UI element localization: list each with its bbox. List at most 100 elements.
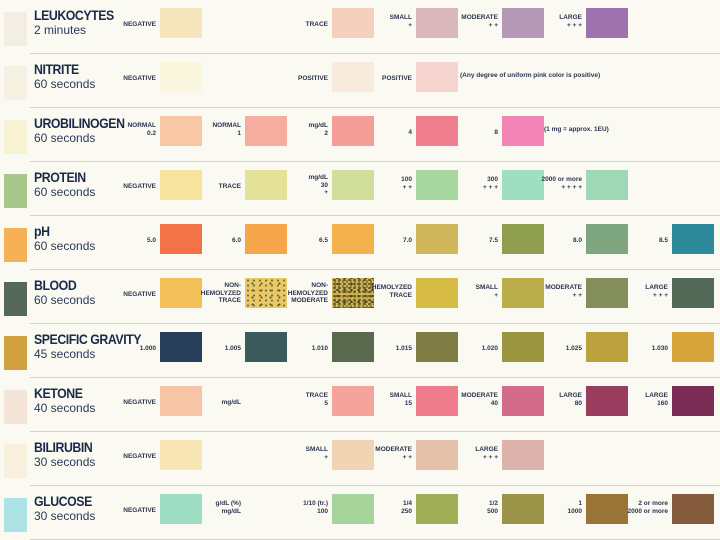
test-row-urobilinogen: UROBILINOGEN 60 seconds NORMAL 0.2 NORMAL 1… — [0, 108, 720, 162]
color-swatch — [586, 224, 628, 254]
read-time: 40 seconds — [34, 401, 96, 415]
row-divider — [30, 377, 720, 378]
color-swatch — [160, 440, 202, 470]
value-label: 1 1000 — [567, 500, 582, 515]
read-time: 60 seconds — [34, 239, 96, 253]
reference-pad — [4, 336, 27, 370]
value-label: MODERATE + + — [461, 14, 498, 29]
color-swatch — [332, 170, 374, 200]
value-label: 6.5 — [318, 237, 328, 244]
color-swatch — [160, 224, 202, 254]
value-label: 1/4 250 — [401, 500, 412, 515]
value-label: SMALL + — [475, 284, 498, 299]
parameter-name: pH — [34, 223, 50, 239]
color-swatch — [160, 170, 202, 200]
value-label: TRACE — [218, 183, 241, 190]
value-label: mg/dL — [221, 399, 242, 406]
color-swatch — [502, 440, 544, 470]
color-swatch — [502, 170, 544, 200]
color-swatch — [245, 278, 287, 308]
color-swatch — [586, 332, 628, 362]
value-label: 4 — [408, 129, 412, 136]
color-swatch — [502, 224, 544, 254]
read-time: 2 minutes — [34, 23, 87, 37]
color-swatch — [416, 170, 458, 200]
value-label: LARGE + + + — [559, 14, 582, 29]
test-row-nitrite: NITRITE 60 seconds NEGATIVE POSITIVE POSITIV… — [0, 54, 720, 108]
reference-pad — [4, 498, 27, 532]
value-label: mg/dL 2 — [308, 122, 329, 137]
value-label: 2 or more 2000 or more — [627, 500, 668, 515]
value-label: NEGATIVE — [123, 21, 156, 28]
reference-pad — [4, 444, 27, 478]
row-divider — [30, 431, 720, 432]
color-swatch — [586, 8, 628, 38]
row-divider — [30, 323, 720, 324]
value-label: LARGE + + + — [475, 446, 498, 461]
value-label: NEGATIVE — [123, 291, 156, 298]
value-label: HEMOLYZED TRACE — [371, 284, 412, 299]
value-label: 8.5 — [658, 237, 668, 244]
color-swatch — [332, 116, 374, 146]
color-swatch — [416, 224, 458, 254]
color-swatch — [586, 386, 628, 416]
color-swatch — [245, 116, 287, 146]
color-swatch — [416, 62, 458, 92]
reference-pad — [4, 12, 27, 46]
value-label: g/dL (%) mg/dL — [215, 500, 241, 515]
value-label: 8.0 — [572, 237, 582, 244]
value-label: 2000 or more + + + + — [541, 176, 582, 191]
value-label: NON- HEMOLYZED MODERATE — [287, 282, 328, 304]
color-swatch — [416, 278, 458, 308]
value-label: 1.010 — [311, 345, 328, 352]
test-row-ketone: KETONE 40 seconds NEGATIVE mg/dL TRACE 5 SMAL… — [0, 378, 720, 432]
value-label: 1/10 (tr.) 100 — [303, 500, 328, 515]
test-row-glucose: GLUCOSE 30 seconds NEGATIVE g/dL (%) mg/dL 1… — [0, 486, 720, 540]
color-swatch — [672, 494, 714, 524]
color-swatch — [416, 494, 458, 524]
color-swatch — [502, 116, 544, 146]
read-time: 30 seconds — [34, 509, 96, 523]
value-label: POSITIVE — [382, 75, 412, 82]
reference-pad — [4, 66, 27, 100]
read-time: 45 seconds — [34, 347, 96, 361]
reference-pad — [4, 174, 27, 208]
value-label: 8 — [494, 129, 498, 136]
row-divider — [30, 485, 720, 486]
value-label: 6.0 — [231, 237, 241, 244]
color-swatch — [502, 332, 544, 362]
value-label: NEGATIVE — [123, 399, 156, 406]
value-label: NEGATIVE — [123, 507, 156, 514]
color-swatch — [332, 224, 374, 254]
color-swatch — [672, 224, 714, 254]
test-row-leukocytes: LEUKOCYTES 2 minutes NEGATIVE TRACE SMALL + M… — [0, 0, 720, 54]
value-label: MODERATE + + — [375, 446, 412, 461]
color-swatch — [160, 8, 202, 38]
color-swatch — [245, 224, 287, 254]
value-label: NON- HEMOLYZED TRACE — [200, 282, 241, 304]
value-label: 1.015 — [395, 345, 412, 352]
color-swatch — [672, 332, 714, 362]
color-swatch — [160, 332, 202, 362]
color-swatch — [416, 8, 458, 38]
value-label: NORMAL 1 — [212, 122, 241, 137]
color-swatch — [332, 386, 374, 416]
value-label: SMALL + — [305, 446, 328, 461]
read-time: 60 seconds — [34, 293, 96, 307]
parameter-name: NITRITE — [34, 61, 79, 77]
color-swatch — [586, 278, 628, 308]
reference-pad — [4, 282, 27, 316]
color-swatch — [586, 494, 628, 524]
value-label: TRACE — [305, 21, 328, 28]
parameter-name: KETONE — [34, 385, 83, 401]
value-label: 1.020 — [481, 345, 498, 352]
row-divider — [30, 269, 720, 270]
value-label: (Any degree of uniform pink color is pos… — [460, 72, 601, 79]
test-row-specific-gravity: SPECIFIC GRAVITY 45 seconds 1.000 1.005 1.01… — [0, 324, 720, 378]
value-label: LARGE 80 — [559, 392, 582, 407]
color-swatch — [332, 278, 374, 308]
value-label: LARGE + + + — [645, 284, 668, 299]
parameter-name: BILIRUBIN — [34, 439, 93, 455]
color-swatch — [332, 62, 374, 92]
